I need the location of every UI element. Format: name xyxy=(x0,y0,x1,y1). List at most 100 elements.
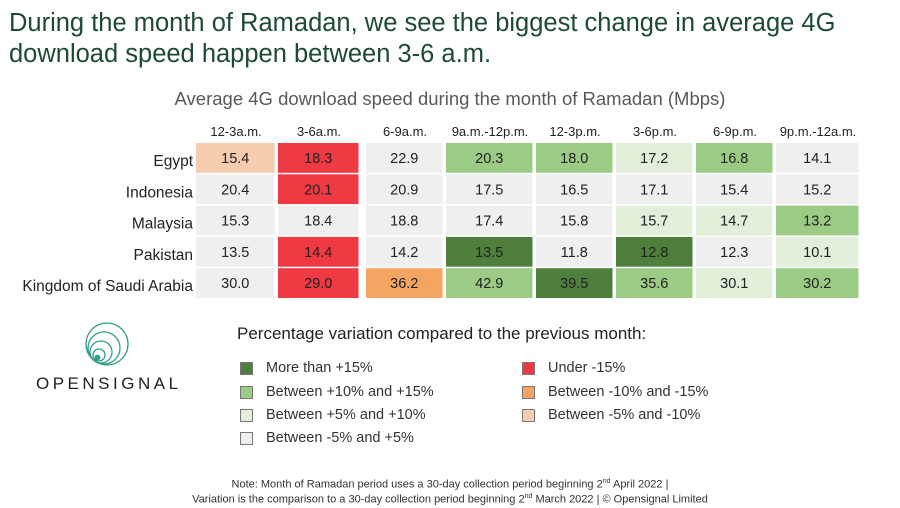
heatmap-cell xyxy=(446,205,533,236)
chart-title: Average 4G download speed during the mon… xyxy=(174,88,726,109)
cell-value: 17.4 xyxy=(475,214,503,230)
legend-swatch xyxy=(240,385,253,399)
heatmap-cell xyxy=(196,268,275,298)
legend-label: Between +5% and +10% xyxy=(266,407,426,423)
cell-value: 29.0 xyxy=(304,276,332,292)
legend-item-between-neg5-neg10: Between -5% and -10% xyxy=(522,405,700,425)
heatmap-cell xyxy=(616,174,693,205)
legend-swatch xyxy=(240,408,253,422)
cell-value: 12.8 xyxy=(640,245,668,261)
row-label: Kingdom of Saudi Arabia xyxy=(22,278,193,295)
legend-label: Between -5% and +5% xyxy=(266,430,414,446)
cell-value: 14.1 xyxy=(803,151,831,167)
footnote-line-1-end: April 2022 | xyxy=(610,478,669,491)
row-label: Pakistan xyxy=(134,247,193,264)
cell-value: 13.2 xyxy=(803,214,831,230)
cell-value: 30.2 xyxy=(803,276,831,292)
cell-value: 18.3 xyxy=(304,151,332,167)
legend-swatch xyxy=(522,361,535,375)
cell-value: 14.7 xyxy=(720,214,748,230)
cell-value: 18.8 xyxy=(390,214,418,230)
cell-value: 35.6 xyxy=(640,276,668,292)
heatmap-cell xyxy=(616,268,693,298)
heatmap-cell xyxy=(196,174,275,205)
heatmap-cell xyxy=(278,236,359,267)
heatmap-cell xyxy=(776,143,859,173)
heatmap-cell xyxy=(446,174,533,205)
cell-value: 17.5 xyxy=(475,182,503,198)
cell-value: 20.3 xyxy=(475,151,503,167)
heatmap-cell xyxy=(616,205,693,236)
cell-value: 36.2 xyxy=(390,276,418,292)
opensignal-logo-icon xyxy=(85,322,129,366)
footnote-line-2-end: March 2022 | © Opensignal Limited xyxy=(532,493,708,506)
cell-value: 15.4 xyxy=(720,182,748,198)
cell-value: 11.8 xyxy=(561,245,588,261)
legend-swatch xyxy=(240,431,253,445)
heatmap-cell xyxy=(446,268,533,298)
opensignal-logo-text: OPENSIGNAL xyxy=(36,374,182,393)
cell-value: 20.1 xyxy=(304,182,332,198)
cell-value: 18.4 xyxy=(304,214,332,230)
cell-value: 14.4 xyxy=(304,245,332,261)
column-header: 6-9p.m. xyxy=(713,124,757,139)
heatmap-cell xyxy=(366,143,443,173)
legend-item-between-neg5-5: Between -5% and +5% xyxy=(240,428,414,448)
heatmap-cell xyxy=(446,236,533,267)
cell-value: 20.9 xyxy=(390,182,418,198)
headline-line-1: During the month of Ramadan, we see the … xyxy=(9,9,836,37)
legend-item-between-neg10-neg15: Between -10% and -15% xyxy=(522,382,708,402)
footnote-line-2-text: Variation is the comparison to a 30-day … xyxy=(192,493,525,506)
heatmap-cell xyxy=(696,236,773,267)
column-header: 9p.m.-12a.m. xyxy=(780,124,857,139)
heatmap-cell xyxy=(366,268,443,298)
cell-value: 30.1 xyxy=(720,276,748,292)
heatmap-cell xyxy=(696,268,773,298)
cell-value: 13.5 xyxy=(475,245,503,261)
cell-value: 22.9 xyxy=(390,151,418,167)
cell-value: 42.9 xyxy=(475,276,503,292)
column-header: 6-9a.m. xyxy=(383,124,427,139)
heatmap-cell xyxy=(366,205,443,236)
heatmap-cell xyxy=(696,205,773,236)
cell-value: 16.8 xyxy=(720,151,748,167)
cell-value: 15.7 xyxy=(640,214,668,230)
heatmap-cell xyxy=(696,174,773,205)
legend-item-more-than-15: More than +15% xyxy=(240,358,373,378)
heatmap-cell xyxy=(536,205,613,236)
heatmap-cell xyxy=(536,236,613,267)
row-label: Egypt xyxy=(153,153,193,170)
footnote-line-2: Variation is the comparison to a 30-day … xyxy=(0,489,900,508)
cell-value: 17.1 xyxy=(640,182,668,198)
legend-item-between-10-15: Between +10% and +15% xyxy=(240,382,434,402)
heatmap-cell xyxy=(616,143,693,173)
row-label: Malaysia xyxy=(132,216,194,233)
heatmap-cell xyxy=(278,205,359,236)
legend-item-between-5-10: Between +5% and +10% xyxy=(240,405,426,425)
column-header: 3-6p.m. xyxy=(633,124,677,139)
heatmap-cell xyxy=(366,236,443,267)
cell-value: 20.4 xyxy=(221,182,249,198)
headline-line-2: download speed happen between 3-6 a.m. xyxy=(9,40,492,68)
legend-label: Between -10% and -15% xyxy=(548,384,709,400)
row-label: Indonesia xyxy=(126,184,194,201)
legend-label: More than +15% xyxy=(266,360,373,376)
heatmap-cell xyxy=(196,236,275,267)
column-header: 9a.m.-12p.m. xyxy=(452,124,529,139)
heatmap-cell xyxy=(536,143,613,173)
column-header: 12-3p.m. xyxy=(549,124,600,139)
cell-value: 15.8 xyxy=(560,214,588,230)
heatmap-cell xyxy=(278,143,359,173)
cell-value: 30.0 xyxy=(221,276,249,292)
heatmap-cell xyxy=(446,143,533,173)
heatmap-cell xyxy=(616,236,693,267)
column-header: 3-6a.m. xyxy=(297,124,341,139)
cell-value: 12.3 xyxy=(720,245,748,261)
heatmap-cell xyxy=(366,174,443,205)
heatmap-cell xyxy=(536,268,613,298)
heatmap-cell xyxy=(196,143,275,173)
legend-label: Between +10% and +15% xyxy=(266,384,434,400)
footnote-line-1-sup: nd xyxy=(602,478,611,485)
legend-swatch xyxy=(522,408,535,422)
cell-value: 15.4 xyxy=(221,151,249,167)
